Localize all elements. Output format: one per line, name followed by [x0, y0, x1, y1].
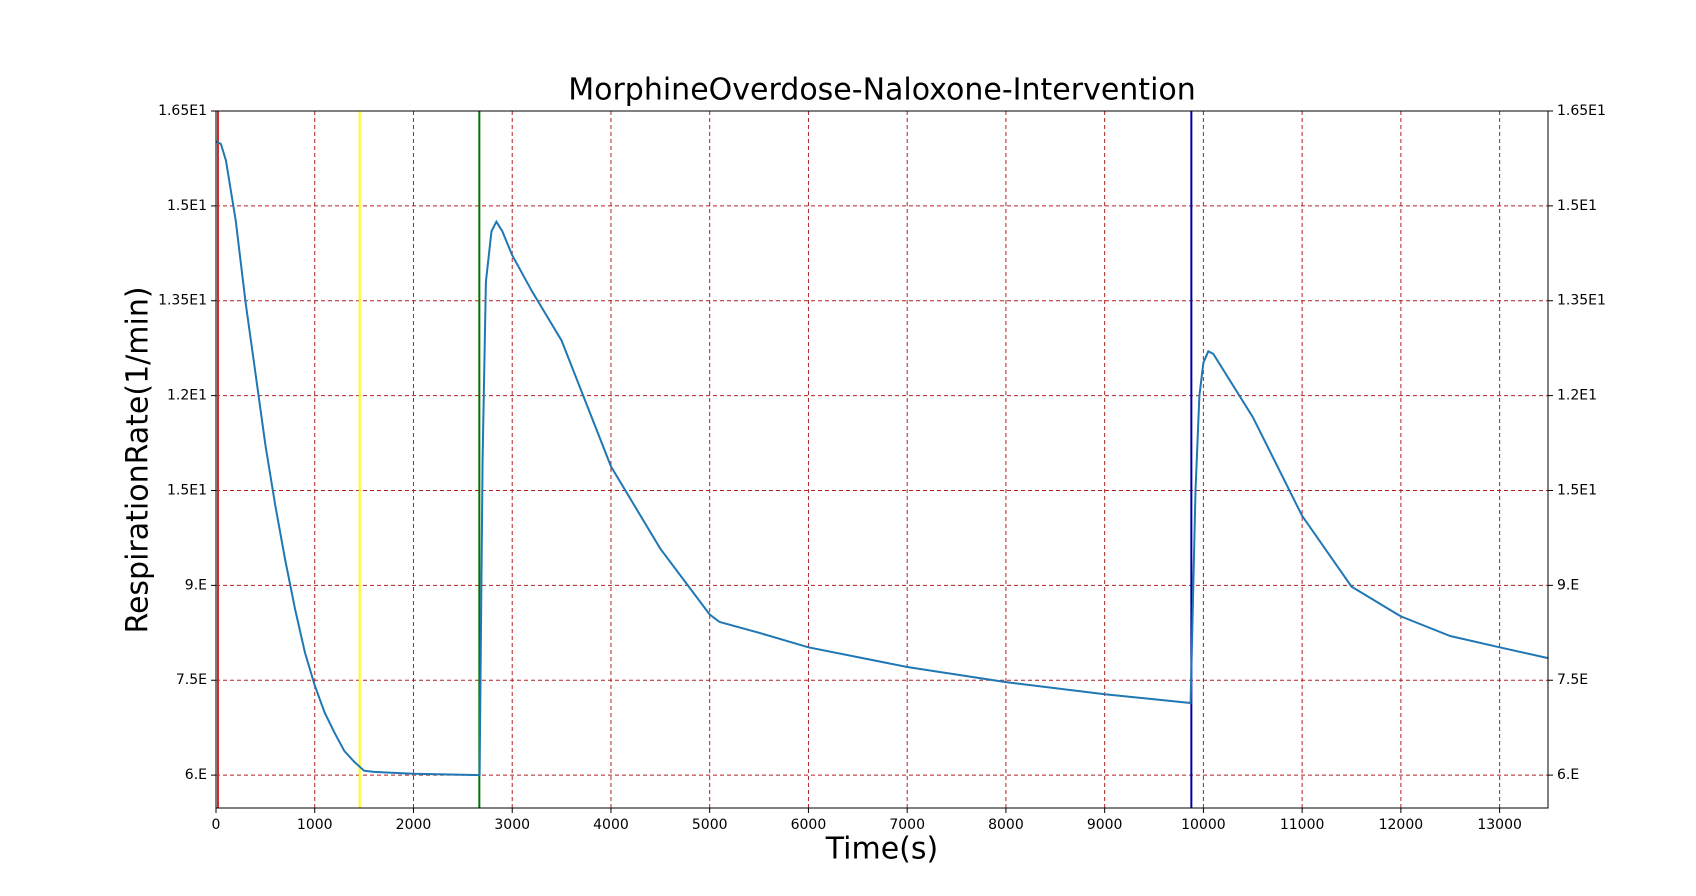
y-axis-label: RespirationRate(1/min)	[121, 286, 156, 633]
chart-title: MorphineOverdose-Naloxone-Intervention	[568, 73, 1196, 108]
y2-tick-label: 9.E	[1557, 577, 1579, 593]
x-tick-label: 3000	[494, 817, 530, 833]
x-tick-label: 12000	[1379, 817, 1424, 833]
y-tick-label: 6.E	[185, 767, 207, 783]
x-tick-label: 8000	[988, 817, 1024, 833]
data-line	[215, 140, 1549, 777]
y2-tick-label: 1.5E1	[1557, 198, 1597, 214]
y-tick-label: 1.35E1	[158, 293, 207, 309]
y2-tick-label: 1.2E1	[1557, 388, 1597, 404]
y-tick-label: 1.5E1	[167, 482, 207, 498]
y2-tick-label: 1.35E1	[1557, 293, 1606, 309]
y-tick-label: 9.E	[185, 577, 207, 593]
y2-tick-label: 6.E	[1557, 767, 1579, 783]
x-tick-label: 0	[212, 817, 221, 833]
y2-tick-label: 1.65E1	[1557, 103, 1606, 119]
y2-tick-label: 1.5E1	[1557, 482, 1597, 498]
x-tick-label: 6000	[791, 817, 827, 833]
plot-frame	[215, 110, 1549, 809]
x-tick-label: 7000	[889, 817, 925, 833]
x-tick-label: 13000	[1477, 817, 1522, 833]
x-tick-label: 2000	[396, 817, 432, 833]
y-tick-label: 1.65E1	[158, 103, 207, 119]
x-axis-label: Time(s)	[825, 832, 938, 867]
x-tick-label: 9000	[1087, 817, 1123, 833]
y-tick-label: 7.5E	[176, 672, 207, 688]
y-tick-label: 1.2E1	[167, 388, 207, 404]
x-tick-label: 1000	[297, 817, 333, 833]
x-tick-label: 4000	[593, 817, 629, 833]
y-tick-label: 1.5E1	[167, 198, 207, 214]
x-tick-label: 10000	[1181, 817, 1226, 833]
y2-tick-label: 7.5E	[1557, 672, 1588, 688]
x-tick-label: 11000	[1280, 817, 1325, 833]
x-tick-label: 5000	[692, 817, 728, 833]
